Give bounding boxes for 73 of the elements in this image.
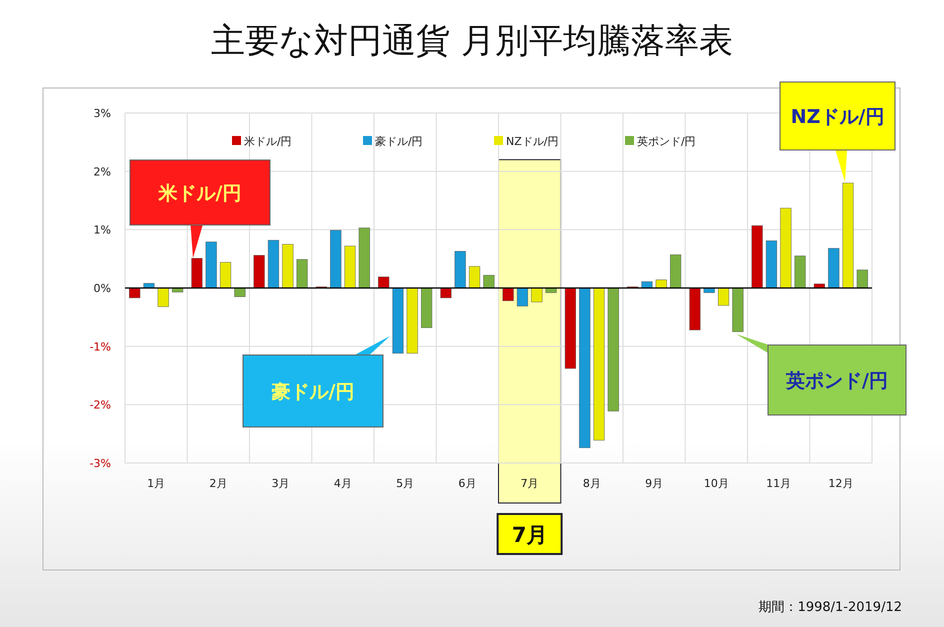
bar [502,288,514,302]
x-tick-label: 6月 [458,477,476,490]
bar [220,262,232,288]
x-tick-label: 7月 [520,477,539,490]
bar [814,284,825,288]
x-tick-label: 1月 [147,477,166,490]
bar [296,259,308,288]
bar [856,270,868,288]
x-tick-label: 4月 [334,477,352,490]
bar [378,276,390,288]
bar [564,288,576,369]
bar [234,288,246,297]
bar [842,182,854,288]
legend-label: 米ドル/円 [244,135,292,148]
bar [440,288,452,298]
bar [780,208,792,288]
x-tick-label: 11月 [766,477,792,490]
annotation: 英ポンド/円 [785,370,888,392]
text: 期間：1998/1-2019/12 [758,600,902,615]
bar [670,254,682,288]
legend-label: NZドル/円 [506,135,558,148]
bar [752,225,763,288]
bar [704,288,715,293]
y-tick-label: 0% [94,282,111,295]
bar [330,230,342,288]
bar [158,288,169,307]
bar [546,288,557,293]
bar [421,288,432,328]
x-tick-label: 5月 [396,477,414,490]
y-tick-label: 3% [94,107,111,120]
bar [608,288,619,412]
bar [206,242,217,288]
bar [656,280,667,288]
x-tick-label: 10月 [704,477,729,490]
bar [483,274,494,288]
legend-label: 豪ドル/円 [375,135,423,148]
bar [392,288,404,354]
bar [454,251,466,288]
y-tick-label: 1% [94,224,111,237]
x-tick-label: 12月 [828,477,854,490]
bar [129,288,140,298]
annotation: NZドル/円 [790,106,884,128]
bar [732,288,744,332]
y-tick-label: -2% [90,398,111,412]
y-tick-label: -3% [90,457,111,470]
bar [766,240,778,288]
bar [406,288,418,354]
bar [794,256,806,288]
y-tick-label: 2% [94,165,111,178]
x-tick-label: 2月 [209,477,228,490]
annotation: 豪ドル/円 [270,381,354,403]
bar [282,244,294,288]
x-tick-label: 3月 [272,477,290,490]
bar [344,246,356,288]
bar [468,266,480,288]
bar [172,288,184,292]
bar [593,288,605,440]
y-tick-label: -1% [90,340,111,354]
annotation: 米ドル/円 [158,182,242,204]
band-label: 7月 [512,523,548,547]
bar [579,288,590,448]
bar [531,288,542,302]
chart-title: 主要な対円通貨 月別平均騰落率表 [211,21,733,61]
bar [254,255,265,288]
x-tick-label: 9月 [645,477,664,490]
bar [268,240,280,288]
x-tick-label: 8月 [582,477,601,490]
bar [718,288,730,306]
bar [516,288,528,306]
bar [828,248,840,288]
legend-label: 英ポンド/円 [637,135,696,148]
bar [689,288,700,330]
bar [358,228,370,288]
